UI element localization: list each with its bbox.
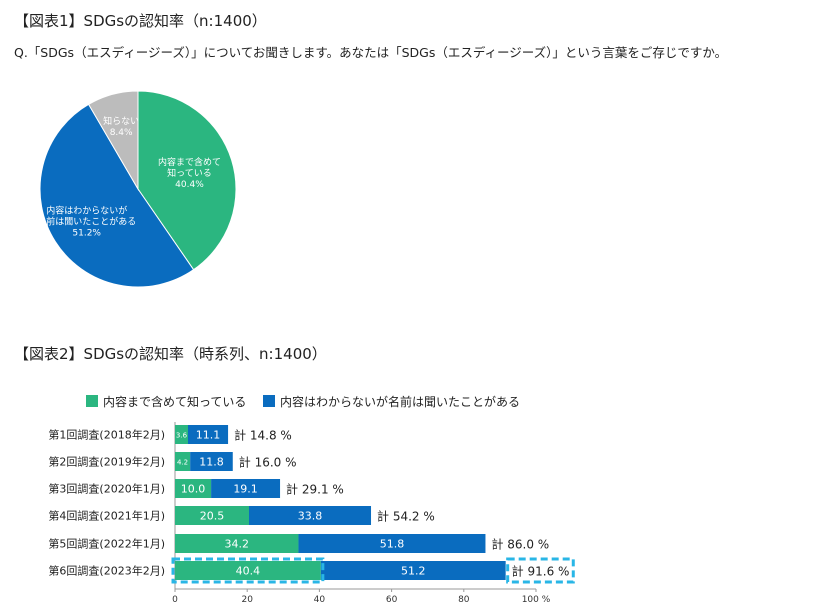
bar-segment xyxy=(320,561,506,580)
pie-slice xyxy=(87,90,139,191)
survey-question: Q.「SDGs（エスディージーズ）」についてお聞きします。あなたは「SDGs（エ… xyxy=(14,45,728,60)
category-label: 第3回調査(2020年1月) xyxy=(48,482,165,496)
category-label: 第2回調査(2019年2月) xyxy=(48,455,165,469)
bar-total-label: 計 14.8 % xyxy=(234,428,292,443)
pie-slice-label: 内容まで含めて xyxy=(158,156,221,168)
x-tick-label: 20 xyxy=(241,595,253,605)
bar-value-label: 40.4 xyxy=(236,565,261,578)
category-label: 第6回調査(2023年2月) xyxy=(48,564,165,578)
pie-slice xyxy=(137,90,237,271)
pie-slice-label: 知っている xyxy=(167,167,212,179)
bar-value-label: 4.2 xyxy=(177,459,188,467)
x-tick-label: 0 xyxy=(172,595,178,605)
bar-total-label: 計 29.1 % xyxy=(286,482,344,497)
bar-segment xyxy=(211,479,281,498)
bar-total-label: 計 86.0 % xyxy=(491,537,549,552)
pie-slice-percent: 40.4% xyxy=(175,180,204,190)
bar-segment xyxy=(175,506,250,525)
x-tick-label: 80 xyxy=(458,595,470,605)
legend-label: 内容まで含めて知っている xyxy=(103,394,246,409)
bar-segment xyxy=(175,452,191,471)
legend-label: 内容はわからないが名前は聞いたことがある xyxy=(280,394,520,409)
bar-value-label: 51.8 xyxy=(380,538,405,551)
bar-total-label: 計 91.6 % xyxy=(512,564,570,579)
pie-slice-percent: 51.2% xyxy=(72,229,101,239)
bar-value-label: 11.8 xyxy=(199,456,224,469)
pie-slice-label: 内容はわからないが xyxy=(46,205,127,217)
figure1-title: 【図表1】SDGsの認知率（n:1400） xyxy=(14,12,267,30)
bar-value-label: 51.2 xyxy=(401,565,426,578)
pie-slice-label: 名前は聞いたことがある xyxy=(37,216,136,228)
pie-slice-percent: 8.4% xyxy=(110,128,133,138)
bar-segment xyxy=(175,534,299,553)
bar-total-label: 計 16.0 % xyxy=(239,455,297,470)
bar-value-label: 34.2 xyxy=(224,538,249,551)
bar-total-label: 計 54.2 % xyxy=(377,509,435,524)
legend-swatch xyxy=(263,395,275,407)
pie-slice-label: 知らない xyxy=(103,115,139,127)
bar-segment xyxy=(187,425,229,444)
legend-swatch xyxy=(86,395,98,407)
bar-segment xyxy=(190,452,233,471)
bar-segment xyxy=(298,534,486,553)
bar-segment xyxy=(175,479,212,498)
bar-value-label: 19.1 xyxy=(233,483,258,496)
bar-value-label: 10.0 xyxy=(181,483,206,496)
highlight-frame xyxy=(171,557,325,584)
bar-value-label: 33.8 xyxy=(298,510,323,523)
x-tick-label: 100 % xyxy=(522,595,551,605)
bar-segment xyxy=(175,561,321,580)
category-label: 第5回調査(2022年1月) xyxy=(48,537,165,551)
bar-segment xyxy=(175,425,188,444)
x-tick-label: 40 xyxy=(314,595,326,605)
bar-value-label: 11.1 xyxy=(196,429,221,442)
x-tick-label: 60 xyxy=(386,595,398,605)
highlight-frame xyxy=(506,557,575,584)
figure2-title: 【図表2】SDGsの認知率（時系列、n:1400） xyxy=(14,345,327,363)
category-label: 第1回調査(2018年2月) xyxy=(48,428,165,442)
category-label: 第4回調査(2021年1月) xyxy=(48,509,165,523)
bar-value-label: 20.5 xyxy=(200,510,225,523)
bar-segment xyxy=(249,506,372,525)
bar-value-label: 3.6 xyxy=(176,432,188,440)
pie-slice xyxy=(39,103,195,288)
